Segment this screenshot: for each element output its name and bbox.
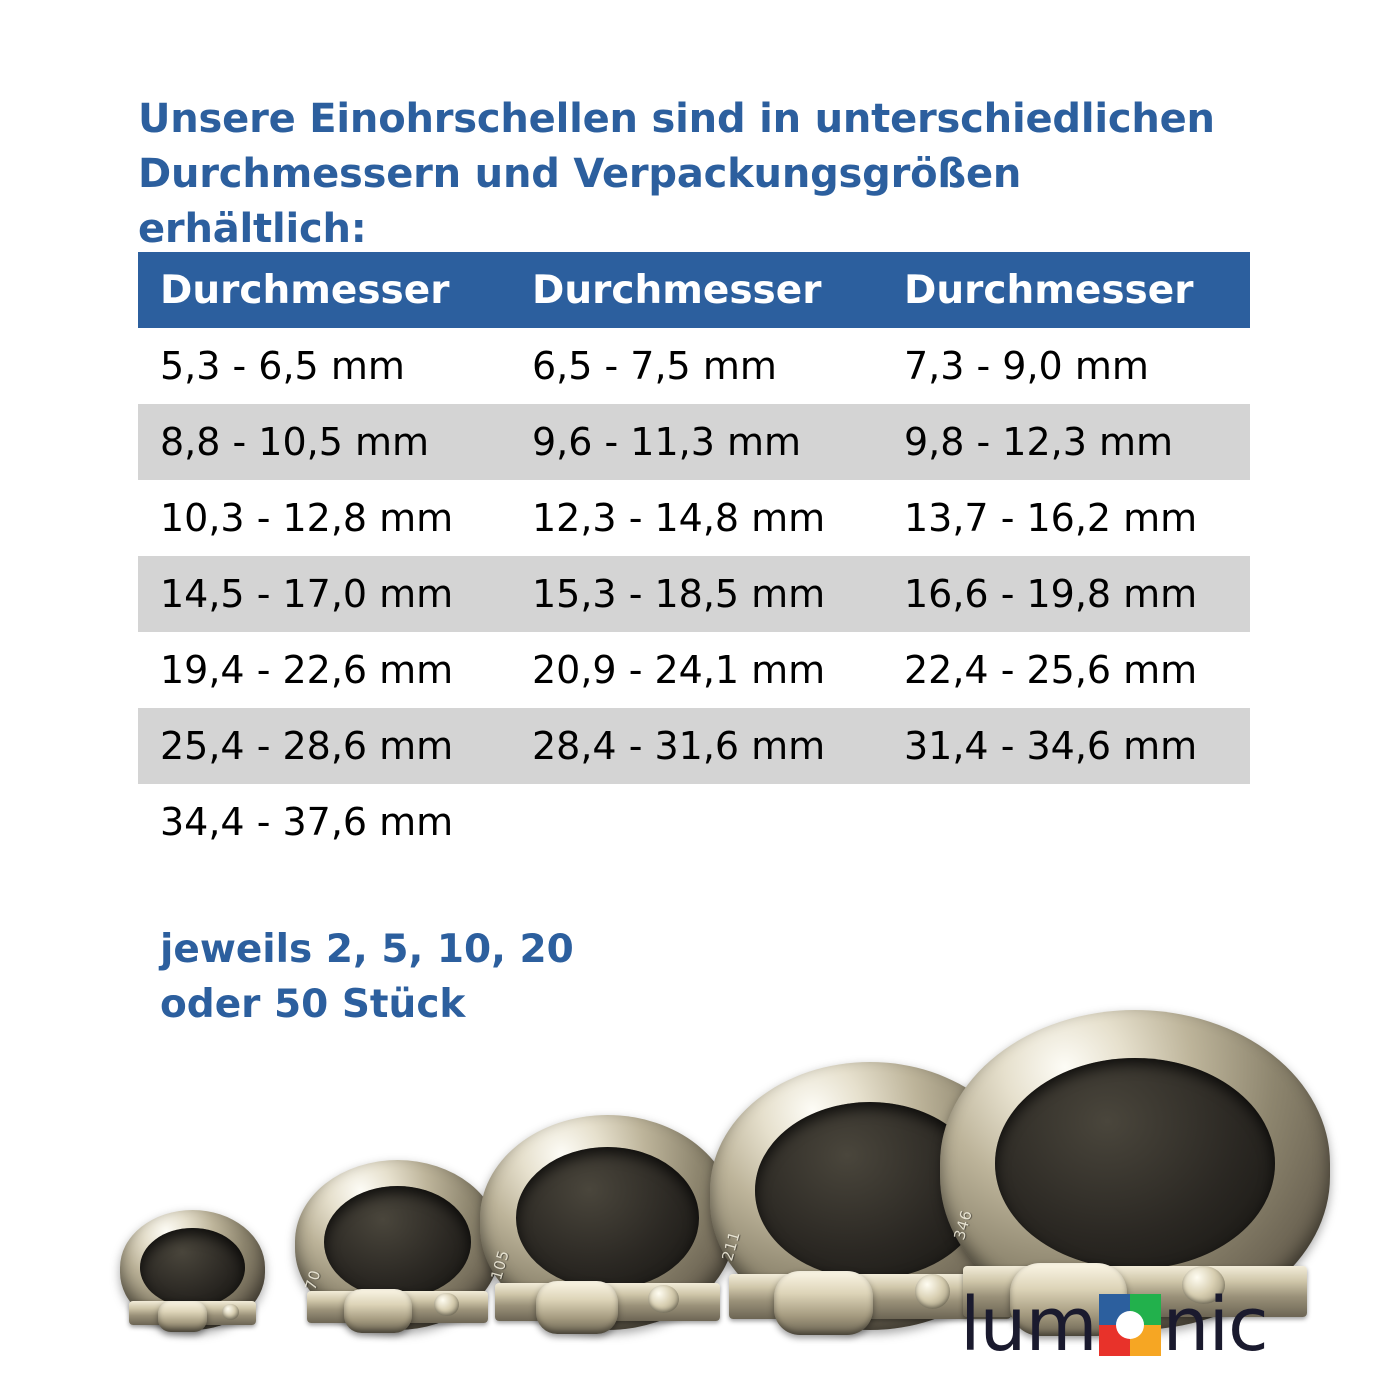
table-cell: 12,3 - 14,8 mm: [532, 496, 826, 540]
clamp-ear: [536, 1280, 618, 1335]
table-row: 8,8 - 10,5 mm 9,6 - 11,3 mm 9,8 - 12,3 m…: [138, 404, 1250, 480]
clamp-size-5: 346: [940, 1010, 1330, 1337]
page-title: Unsere Einohrschellen sind in unterschie…: [138, 96, 1215, 253]
clamp-dimple: [648, 1284, 679, 1313]
table-row: 14,5 - 17,0 mm 15,3 - 18,5 mm 16,6 - 19,…: [138, 556, 1250, 632]
clamp-ear: [774, 1271, 874, 1336]
clamp-dimple: [1181, 1266, 1225, 1305]
table-cell: 6,5 - 7,5 mm: [532, 344, 777, 388]
clamp-size-4: 211: [710, 1062, 1030, 1336]
table-row: 5,3 - 6,5 mm 6,5 - 7,5 mm 7,3 - 9,0 mm: [138, 328, 1250, 404]
table-row: 25,4 - 28,6 mm 28,4 - 31,6 mm 31,4 - 34,…: [138, 708, 1250, 784]
packaging-note: jeweils 2, 5, 10, 20 oder 50 Stück: [160, 927, 574, 1028]
clamp-ear: [344, 1289, 412, 1334]
clamp-size-2: 70: [295, 1160, 500, 1334]
table-cell: 16,6 - 19,8 mm: [904, 572, 1198, 616]
clamp-dimple: [434, 1292, 459, 1317]
clamp-photo-group: 70 105 211 346: [95, 860, 1330, 1337]
table-cell: 28,4 - 31,6 mm: [532, 724, 826, 768]
column-header-1: Durchmesser: [160, 267, 450, 313]
table-cell: 9,8 - 12,3 mm: [904, 420, 1174, 464]
clamp-dimple: [221, 1303, 239, 1321]
table-header-row: Durchmesser Durchmesser Durchmesser: [138, 252, 1250, 328]
clamp-dimple: [914, 1273, 950, 1309]
logo-inner-hole: [1115, 1311, 1144, 1339]
table-cell: 20,9 - 24,1 mm: [532, 648, 826, 692]
diameter-table: Durchmesser Durchmesser Durchmesser 5,3 …: [138, 252, 1250, 860]
table-cell: 14,5 - 17,0 mm: [160, 572, 454, 616]
table-row: 34,4 - 37,6 mm: [138, 784, 1250, 860]
table-cell: 13,7 - 16,2 mm: [904, 496, 1198, 540]
logo-colorwheel-icon: [1098, 1294, 1161, 1356]
table-cell: 25,4 - 28,6 mm: [160, 724, 454, 768]
table-row: 10,3 - 12,8 mm 12,3 - 14,8 mm 13,7 - 16,…: [138, 480, 1250, 556]
table-cell: 8,8 - 10,5 mm: [160, 420, 430, 464]
table-cell: 7,3 - 9,0 mm: [904, 344, 1149, 388]
table-cell: 15,3 - 18,5 mm: [532, 572, 826, 616]
logo-text-suffix: nic: [1162, 1282, 1269, 1368]
table-cell: 19,4 - 22,6 mm: [160, 648, 454, 692]
logo-text-prefix: lum: [960, 1282, 1098, 1368]
table-cell: 34,4 - 37,6 mm: [160, 800, 454, 844]
table-row: 19,4 - 22,6 mm 20,9 - 24,1 mm 22,4 - 25,…: [138, 632, 1250, 708]
clamp-size-3: 105: [480, 1115, 735, 1335]
column-header-2: Durchmesser: [532, 267, 822, 313]
column-header-3: Durchmesser: [904, 267, 1194, 313]
table-cell: 22,4 - 25,6 mm: [904, 648, 1198, 692]
clamp-ear: [157, 1301, 207, 1333]
table-cell: 5,3 - 6,5 mm: [160, 344, 405, 388]
table-cell: 10,3 - 12,8 mm: [160, 496, 454, 540]
table-cell: 9,6 - 11,3 mm: [532, 420, 802, 464]
brand-logo: lum nic: [960, 1282, 1269, 1368]
clamp-size-1: [120, 1210, 265, 1333]
table-cell: 31,4 - 34,6 mm: [904, 724, 1198, 768]
